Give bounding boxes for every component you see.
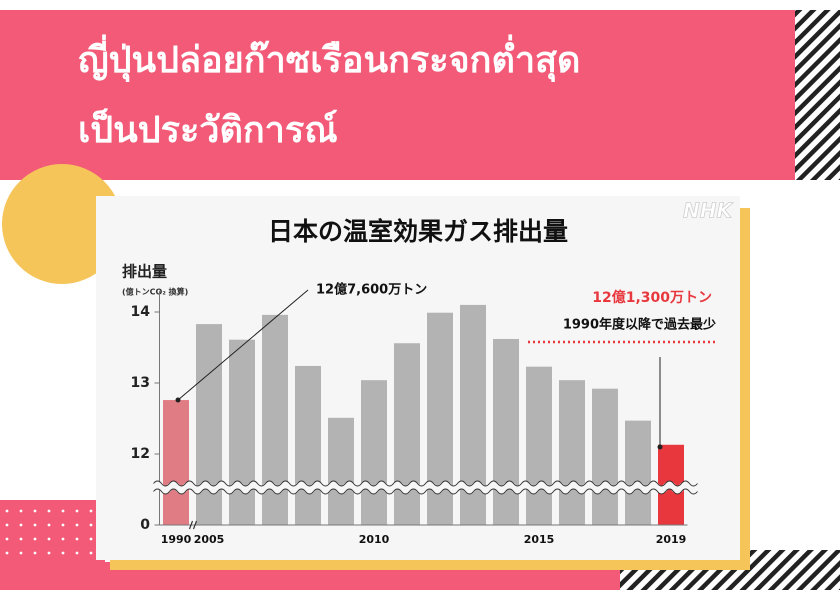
leader-line	[177, 289, 309, 401]
y-tick-label: 12	[131, 446, 150, 462]
bar	[295, 365, 321, 525]
x-tick-label: 2010	[359, 533, 390, 546]
annotation: 12億7,600万トン	[316, 282, 427, 298]
bar	[163, 400, 189, 525]
bar	[493, 338, 519, 525]
y-tick-label: 13	[131, 375, 150, 391]
logo: NHK	[683, 199, 733, 223]
bar	[196, 324, 222, 525]
headline: เป็นประวัติการณ์	[78, 107, 338, 151]
bar	[361, 380, 387, 525]
bar	[625, 420, 651, 525]
plot: 0 12 13 14 1990 2005 2010 2015 2019	[131, 290, 701, 546]
y-tick-label: 14	[131, 304, 151, 320]
leader-dot	[175, 397, 181, 403]
x-tick-label: 2005	[194, 533, 225, 546]
bar	[229, 339, 255, 525]
y-tick-label: 0	[140, 517, 150, 533]
yellow-circle	[2, 164, 122, 284]
x-tick-label: 1990	[161, 533, 192, 546]
bar	[328, 417, 354, 525]
dots	[0, 500, 105, 560]
bar	[559, 380, 585, 525]
x-tick-label: 2015	[524, 533, 555, 546]
y-axis-unit: (億トンCO₂ 換算)	[122, 287, 188, 297]
axis-break-line	[153, 488, 698, 495]
headline: ญี่ปุ่นปล่อยก๊าซเรือนกระจกต่ำสุด	[78, 34, 580, 83]
bar	[526, 366, 552, 525]
bar	[394, 343, 420, 525]
x-tick-label: 2019	[656, 533, 687, 546]
axis-break-fill	[150, 481, 701, 494]
header-band	[0, 10, 795, 180]
leader-dot	[657, 444, 663, 450]
y-axis-label: 排出量	[122, 263, 167, 281]
x-axis-break	[188, 520, 198, 530]
annotation: 12億1,300万トン	[592, 289, 712, 306]
chart-title: 日本の温室効果ガス排出量	[268, 217, 568, 246]
axis-break-line	[153, 480, 698, 487]
annotation: 1990年度以降で過去最少	[563, 317, 716, 333]
stripes-top	[795, 10, 840, 180]
bar	[592, 388, 618, 525]
